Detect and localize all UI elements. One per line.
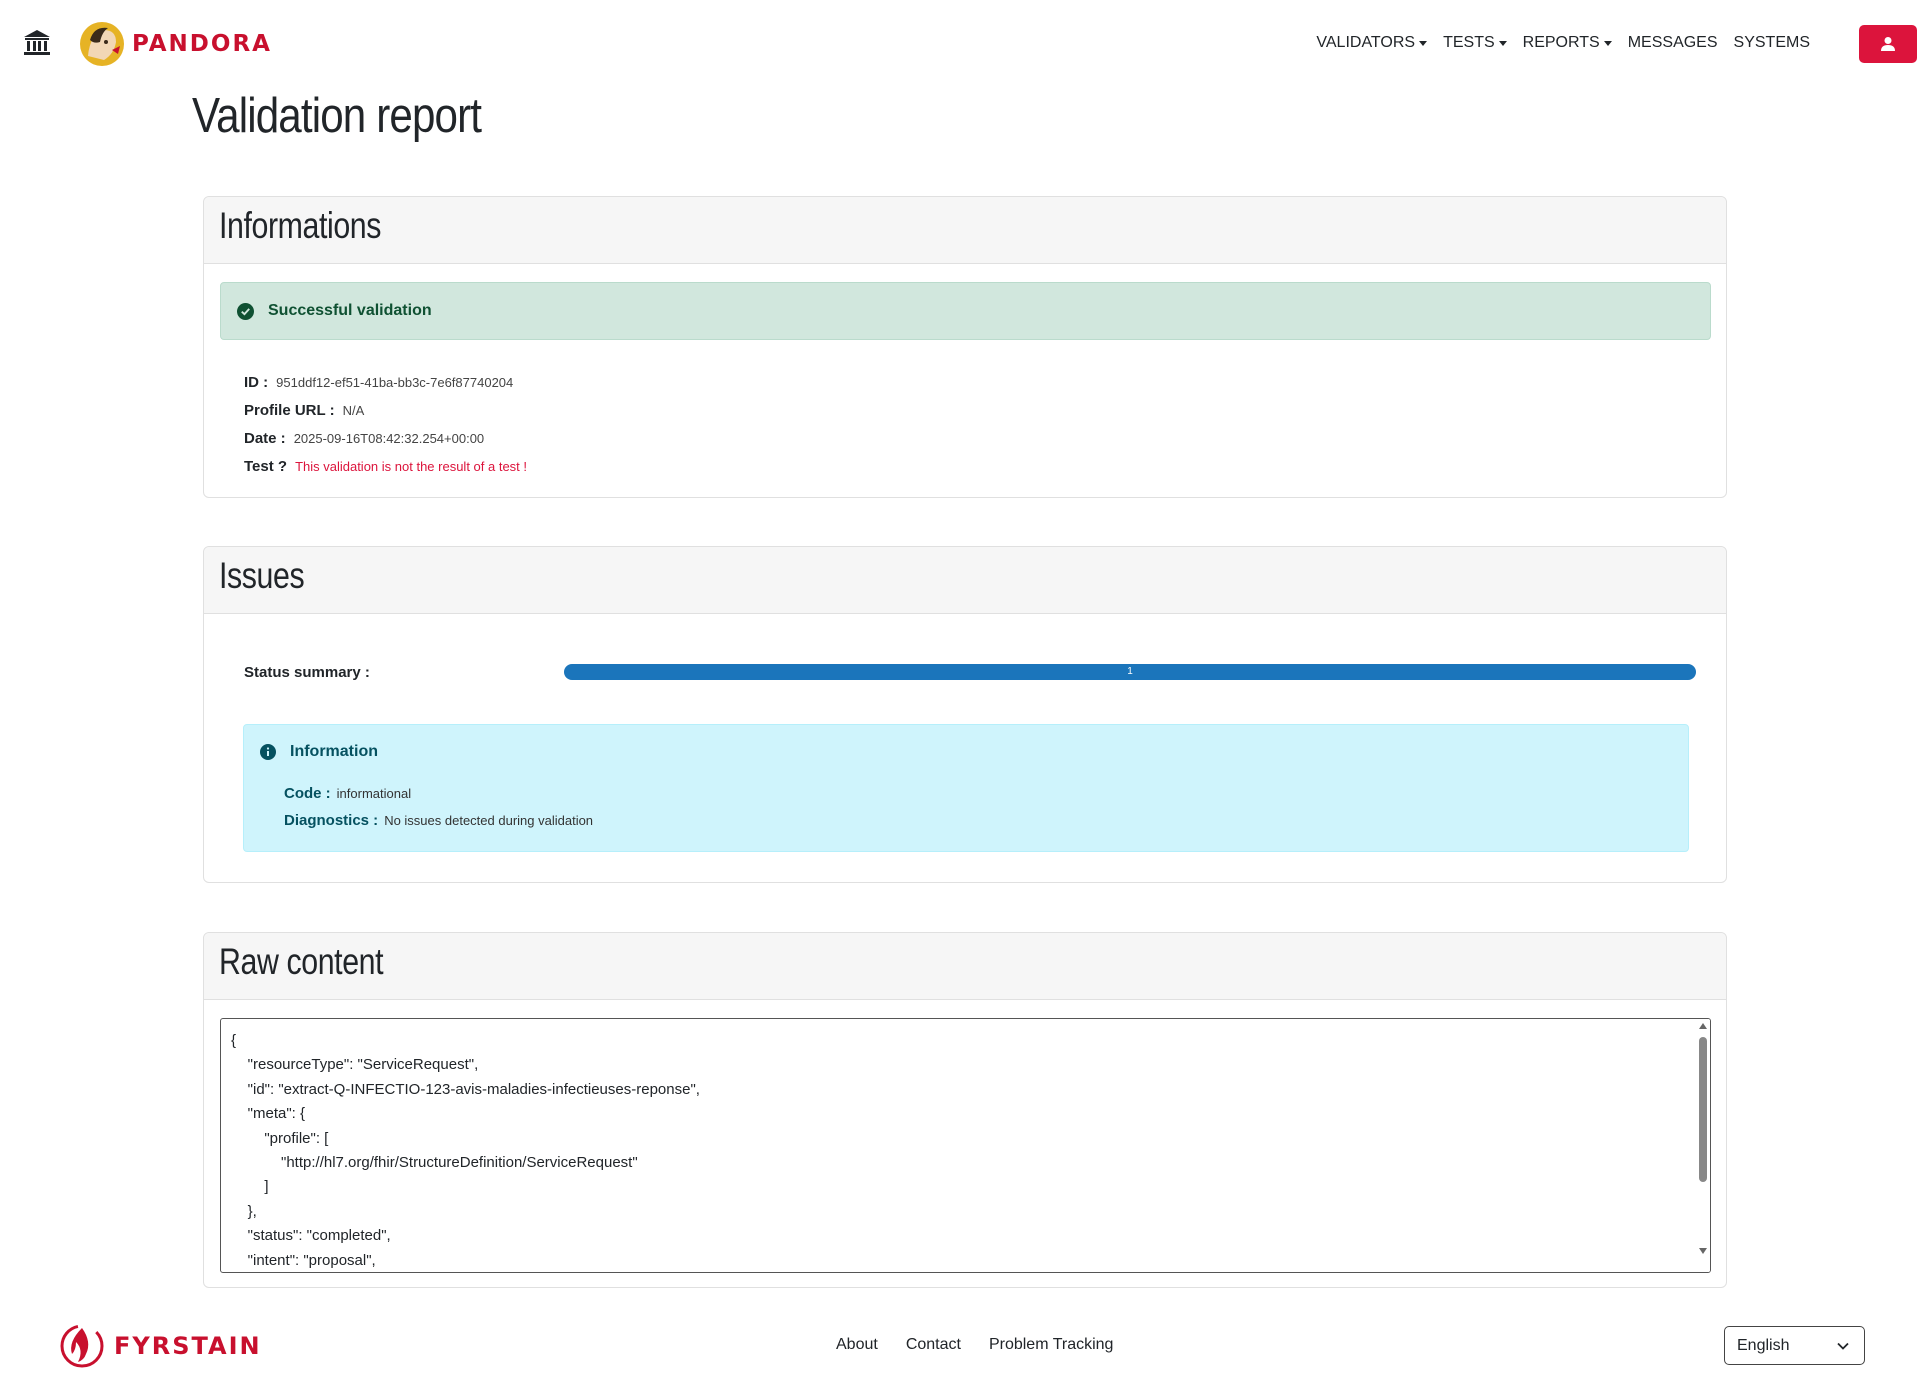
diagnostics-value: No issues detected during validation xyxy=(384,813,594,828)
page-title: Validation report xyxy=(192,89,482,143)
status-summary-label: Status summary : xyxy=(244,664,370,681)
profile-row: Profile URL : N/A xyxy=(244,397,527,425)
raw-content-title: Raw content xyxy=(219,941,384,982)
id-row: ID : 951ddf12-ef51-41ba-bb3c-7e6f87740204 xyxy=(244,369,527,397)
scroll-thumb[interactable] xyxy=(1699,1037,1707,1182)
status-progress: 1 xyxy=(564,664,1696,680)
brand-name: PANDORA xyxy=(132,31,272,57)
nav-reports[interactable]: REPORTS xyxy=(1523,34,1612,52)
raw-content-card: Raw content { "resourceType": "ServiceRe… xyxy=(203,932,1727,1288)
info-circle-icon xyxy=(260,744,276,760)
scroll-down-icon[interactable] xyxy=(1699,1248,1707,1254)
id-label: ID : xyxy=(244,374,269,391)
caret-down-icon xyxy=(1498,40,1507,46)
information-title: Information xyxy=(290,743,378,760)
id-value: 951ddf12-ef51-41ba-bb3c-7e6f87740204 xyxy=(276,375,514,390)
user-icon xyxy=(1881,37,1895,51)
informations-card: Informations Successful validation ID : 9… xyxy=(203,196,1727,498)
caret-down-icon xyxy=(1603,40,1612,46)
nav-systems-label: SYSTEMS xyxy=(1733,34,1810,51)
footer-brand[interactable]: FYRSTAIN xyxy=(56,1320,262,1372)
test-value: This validation is not the result of a t… xyxy=(295,459,528,474)
issues-card: Issues Status summary : 1 Information Co… xyxy=(203,546,1727,883)
test-label: Test ? xyxy=(244,458,288,475)
profile-value: N/A xyxy=(342,403,365,418)
date-row: Date : 2025-09-16T08:42:32.254+00:00 xyxy=(244,425,527,453)
nav-tests[interactable]: TESTS xyxy=(1443,34,1507,52)
language-selected: English xyxy=(1737,1336,1790,1354)
information-rows: Code : informational Diagnostics : No issu… xyxy=(284,780,593,834)
footer-link-problem-tracking[interactable]: Problem Tracking xyxy=(988,1336,1114,1353)
check-circle-icon xyxy=(237,302,254,320)
date-label: Date : xyxy=(244,430,286,447)
nav-systems[interactable]: SYSTEMS xyxy=(1734,34,1810,52)
footer-links: About Contact Problem Tracking xyxy=(836,1336,1113,1354)
info-lines: ID : 951ddf12-ef51-41ba-bb3c-7e6f87740204… xyxy=(244,369,527,481)
nav-messages[interactable]: MESSAGES xyxy=(1628,34,1718,52)
nav-validators-label: VALIDATORS xyxy=(1316,34,1416,51)
information-head: Information xyxy=(260,743,378,761)
card-header: Informations xyxy=(204,197,1726,264)
raw-content-text: { "resourceType": "ServiceRequest", "id"… xyxy=(231,1032,700,1269)
status-progress-bar[interactable]: 1 xyxy=(564,664,1696,680)
scroll-up-icon[interactable] xyxy=(1699,1023,1707,1029)
code-label: Code : xyxy=(284,785,331,802)
navbar: PANDORA VALIDATORS TESTS REPORTS MESSAGE… xyxy=(0,0,1920,90)
footer-brand-name: FYRSTAIN xyxy=(114,1332,262,1360)
nav-reports-label: REPORTS xyxy=(1522,34,1600,51)
nav-validators[interactable]: VALIDATORS xyxy=(1316,34,1428,52)
success-alert: Successful validation xyxy=(220,282,1711,340)
pandora-logo-icon xyxy=(80,22,124,66)
fyrstain-logo-icon xyxy=(60,1324,104,1368)
user-button[interactable] xyxy=(1859,25,1917,63)
test-row: Test ? This validation is not the result … xyxy=(244,453,527,481)
footer: FYRSTAIN About Contact Problem Tracking … xyxy=(0,1310,1920,1398)
diagnostics-label: Diagnostics : xyxy=(284,812,379,829)
information-alert: Information Code : informational Diagnost… xyxy=(243,724,1689,852)
raw-content-textarea[interactable]: { "resourceType": "ServiceRequest", "id"… xyxy=(220,1018,1711,1273)
raw-scrollbar[interactable] xyxy=(1696,1019,1710,1272)
language-select[interactable]: English xyxy=(1724,1326,1865,1365)
informations-title: Informations xyxy=(219,205,382,246)
diagnostics-row: Diagnostics : No issues detected during v… xyxy=(284,807,593,834)
profile-label: Profile URL : xyxy=(244,402,335,419)
code-row: Code : informational xyxy=(284,780,593,807)
card-header: Issues xyxy=(204,547,1726,614)
footer-link-about[interactable]: About xyxy=(836,1336,878,1353)
issues-title: Issues xyxy=(219,555,305,596)
caret-down-icon xyxy=(1419,40,1428,46)
code-value: informational xyxy=(336,786,412,801)
nav-tests-label: TESTS xyxy=(1443,34,1495,51)
brand-logo[interactable]: PANDORA xyxy=(78,20,272,68)
nav-messages-label: MESSAGES xyxy=(1627,34,1718,51)
bank-icon[interactable] xyxy=(22,28,52,58)
chevron-down-icon xyxy=(1837,1342,1849,1350)
card-header: Raw content xyxy=(204,933,1726,1000)
main-nav: VALIDATORS TESTS REPORTS MESSAGES SYSTEM… xyxy=(1316,34,1810,52)
success-alert-text: Successful validation xyxy=(268,302,432,319)
footer-link-contact[interactable]: Contact xyxy=(905,1336,961,1353)
date-value: 2025-09-16T08:42:32.254+00:00 xyxy=(293,431,485,446)
